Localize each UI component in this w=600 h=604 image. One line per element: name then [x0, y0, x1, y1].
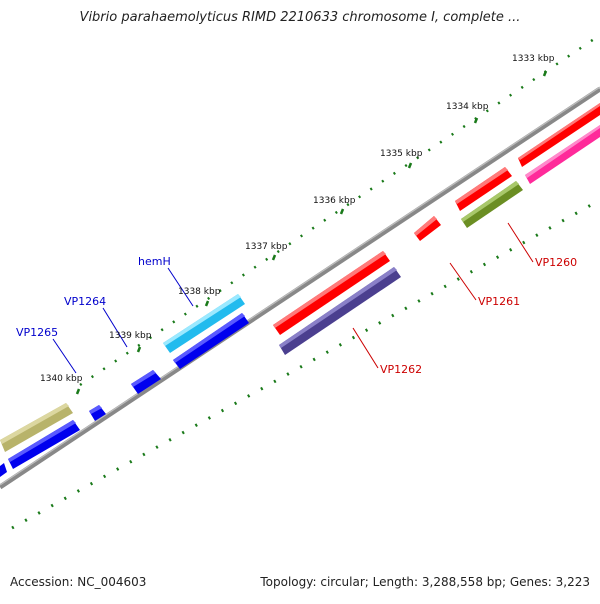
hemH-leader — [167, 267, 194, 307]
feature-blue-3[interactable] — [89, 405, 106, 421]
feature-red-3[interactable] — [414, 216, 441, 241]
VP1261-leader — [449, 262, 477, 301]
tick-label: 1336 kbp — [313, 196, 356, 206]
tick-label: 1334 kbp — [446, 102, 489, 112]
VP1260-leader — [507, 222, 534, 263]
gene-label-VP1261[interactable]: VP1261 — [478, 295, 520, 308]
major-ticks — [75, 70, 548, 395]
genome-summary-text: Topology: circular; Length: 3,288,558 bp… — [260, 575, 590, 589]
outer-tick-ring — [79, 33, 600, 387]
tick-label: 1338 kbp — [178, 287, 221, 297]
feature-olive[interactable] — [461, 181, 523, 228]
feature-blue-1[interactable] — [173, 313, 249, 369]
accession-text: Accession: NC_004603 — [10, 575, 147, 589]
tick-label: 1337 kbp — [245, 242, 288, 252]
feature-red-2[interactable] — [455, 167, 512, 211]
VP1265-leader — [52, 338, 77, 374]
chromosome-backbone — [0, 86, 600, 490]
gene-label-VP1260[interactable]: VP1260 — [535, 256, 577, 269]
feature-blue-5[interactable] — [0, 463, 7, 477]
gene-label-hemH[interactable]: hemH — [138, 255, 171, 268]
feature-khaki[interactable] — [0, 403, 73, 452]
inner-tick-ring — [11, 198, 600, 530]
feature-slate[interactable] — [279, 267, 401, 355]
tick-label: 1340 kbp — [40, 374, 83, 384]
gene-label-VP1265[interactable]: VP1265 — [16, 326, 58, 339]
tick-label: 1339 kbp — [109, 331, 152, 341]
feature-magenta[interactable] — [525, 125, 600, 184]
feature-red-1[interactable] — [518, 103, 600, 167]
VP1262-leader — [352, 327, 379, 369]
tick-label: 1335 kbp — [380, 149, 423, 159]
tick-label: 1333 kbp — [512, 54, 555, 64]
map-title: Vibrio parahaemolyticus RIMD 2210633 chr… — [79, 10, 521, 25]
feature-blue-2[interactable] — [131, 370, 161, 394]
gene-label-VP1262[interactable]: VP1262 — [380, 363, 422, 376]
feature-red-4[interactable] — [273, 251, 390, 335]
gene-label-VP1264[interactable]: VP1264 — [64, 295, 106, 308]
feature-hemH[interactable] — [163, 294, 245, 353]
feature-blue-4[interactable] — [8, 420, 80, 469]
VP1264-leader — [102, 307, 128, 348]
